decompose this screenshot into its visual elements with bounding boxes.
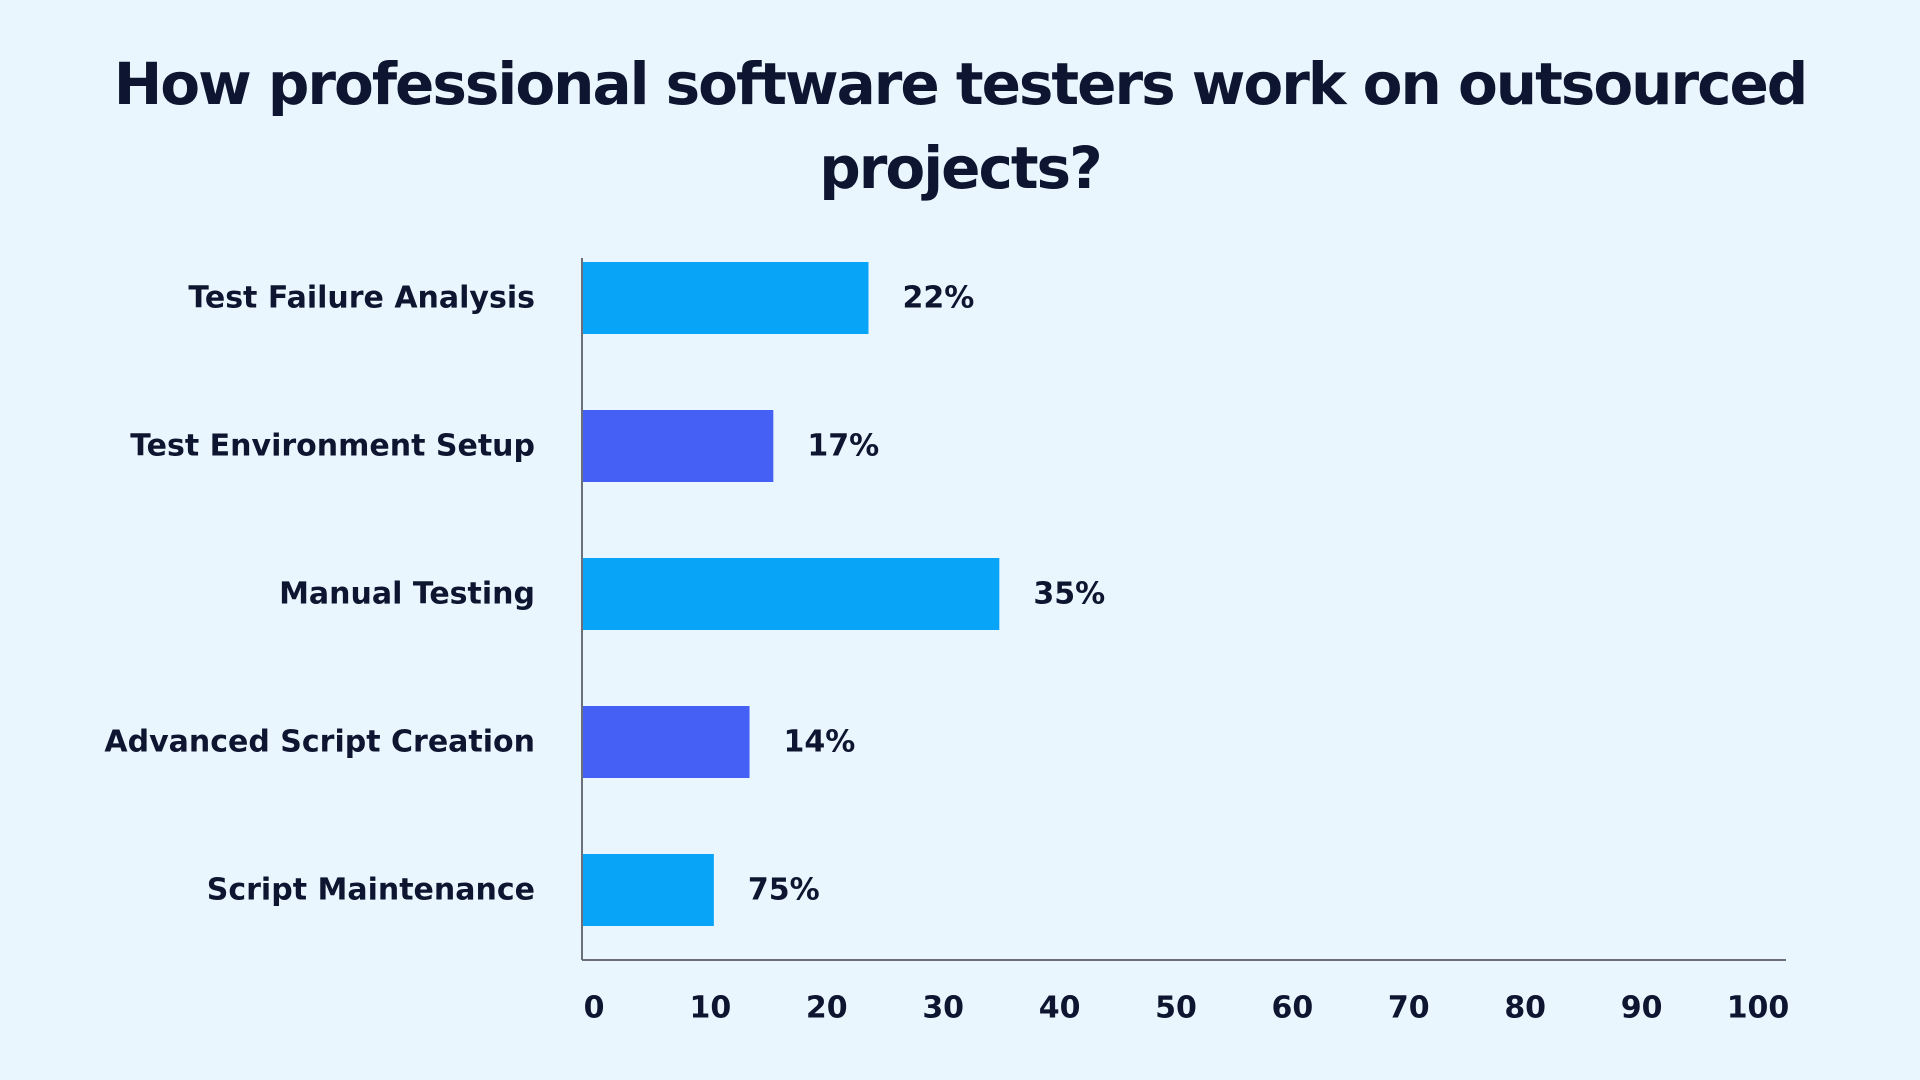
x-tick-label: 90 [1621, 991, 1663, 1026]
bar [583, 706, 750, 778]
x-tick-label: 50 [1155, 991, 1197, 1026]
category-label: Advanced Script Creation [104, 725, 535, 760]
value-label: 22% [902, 281, 974, 316]
x-tick-label: 30 [922, 991, 964, 1026]
value-label: 35% [1033, 577, 1105, 612]
value-label: 17% [807, 429, 879, 464]
x-tick-label: 60 [1272, 991, 1314, 1026]
x-tick-label: 80 [1504, 991, 1546, 1026]
value-label: 14% [784, 725, 856, 760]
bar [583, 558, 1000, 630]
category-label: Test Failure Analysis [188, 281, 535, 316]
x-tick-label: 70 [1388, 991, 1430, 1026]
chart-title: How professional software testers work o… [113, 50, 1809, 202]
value-labels-group: 22% 17% 35% 14% 75% [748, 281, 1105, 908]
category-labels-group: Test Failure Analysis Test Environment Se… [104, 281, 535, 908]
bar [583, 262, 869, 334]
x-tick-label: 100 [1727, 991, 1790, 1026]
x-tick-label: 20 [806, 991, 848, 1026]
x-tick-label: 10 [690, 991, 732, 1026]
category-label: Test Environment Setup [130, 429, 535, 464]
bar [583, 854, 714, 926]
category-label: Script Maintenance [207, 873, 535, 908]
x-tick-label: 0 [584, 991, 605, 1026]
value-label: 75% [748, 873, 820, 908]
bar [583, 410, 774, 482]
x-tick-labels-group: 0 10 20 30 40 50 60 70 80 90 100 [584, 991, 1790, 1026]
bars-group [583, 262, 1000, 926]
x-tick-label: 40 [1039, 991, 1081, 1026]
category-label: Manual Testing [279, 577, 535, 612]
